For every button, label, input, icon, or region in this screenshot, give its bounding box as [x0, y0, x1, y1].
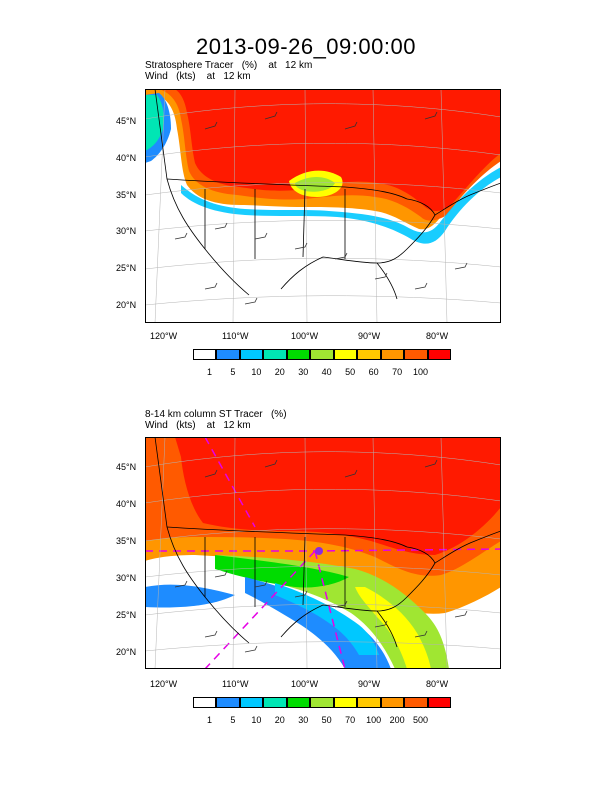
panel2-colorbar-label: 200 [389, 715, 405, 725]
page-title: 2013-09-26_09:00:00 [196, 34, 416, 59]
colorbar-swatch [286, 349, 311, 360]
panel2-lon-label-90: 90°W [358, 679, 381, 689]
colorbar-swatch [193, 349, 217, 360]
colorbar-swatch [263, 697, 287, 708]
panel2-colorbar [193, 697, 451, 708]
panel2-colorbar-label: 500 [412, 715, 429, 725]
panel1-lon-label-90: 90°W [358, 331, 381, 341]
panel2-lat-label-30: 30°N [116, 573, 137, 583]
panel1-lat-label-40: 40°N [116, 153, 137, 163]
panel2-colorbar-swatches [193, 697, 451, 708]
colorbar-swatch [310, 349, 334, 360]
colorbar-swatch [380, 349, 405, 360]
colorbar-swatch [380, 697, 405, 708]
panel2-colorbar-label: 100 [366, 715, 382, 725]
colorbar-swatch [193, 697, 217, 708]
colorbar-swatch [357, 697, 381, 708]
colorbar-swatch [333, 697, 358, 708]
panel2-lat-label-35: 35°N [116, 536, 137, 546]
panel1-lat-label-35: 35°N [116, 190, 137, 200]
panel1-lon-label-80: 80°W [426, 331, 449, 341]
panel2-lat-label-25: 25°N [116, 610, 137, 620]
colorbar-swatch [216, 697, 240, 708]
panel1-lon-label-120: 120°W [150, 331, 178, 341]
colorbar-swatch [216, 349, 240, 360]
panel2-colorbar-labels: 1 5 10 20 30 50 70 100 200 500 [193, 715, 451, 727]
panel2-lon-label-120: 120°W [150, 679, 178, 689]
panel1-colorbar-label: 50 [345, 367, 356, 377]
panel1-colorbar [193, 349, 451, 360]
stratosphere-tracer-map [145, 89, 501, 323]
panel2-lon-label-110: 110°W [222, 679, 249, 689]
panel1-lat-label-20: 20°N [116, 300, 137, 310]
panel2-lat-label-40: 40°N [116, 499, 137, 509]
panel1-subtitle-wind: Wind (kts) at 12 km [145, 71, 251, 82]
panel2-colorbar-label: 30 [298, 715, 309, 725]
panel2-colorbar-label: 70 [345, 715, 356, 725]
column-st-tracer-map [145, 437, 501, 669]
panel1-colorbar-swatches [193, 349, 451, 360]
panel1-colorbar-label: 10 [251, 367, 262, 377]
panel2-colorbar-label: 5 [230, 715, 236, 725]
colorbar-swatch [239, 697, 264, 708]
panel1-colorbar-labels: 1 5 10 20 30 40 50 60 70 100 [193, 367, 451, 379]
colorbar-swatch [310, 697, 334, 708]
panel1-lon-label-100: 100°W [291, 331, 319, 341]
panel2-subtitle-tracer: 8-14 km column ST Tracer (%) [145, 409, 287, 420]
panel1-subtitle-tracer: Stratosphere Tracer (%) at 12 km [145, 60, 313, 71]
panel1-colorbar-label: 40 [321, 367, 332, 377]
panel2-lat-label-45: 45°N [116, 462, 137, 472]
panel1-colorbar-label: 30 [298, 367, 309, 377]
colorbar-swatch [427, 349, 451, 360]
panel2-lat-label-20: 20°N [116, 647, 137, 657]
panel1-lat-label-25: 25°N [116, 263, 137, 273]
colorbar-swatch [333, 349, 358, 360]
colorbar-swatch [404, 697, 428, 708]
panel2-colorbar-label: 10 [251, 715, 262, 725]
panel1-lon-label-110: 110°W [222, 331, 249, 341]
colorbar-swatch [286, 697, 311, 708]
panel1-colorbar-label: 5 [230, 367, 236, 377]
colorbar-swatch [427, 697, 451, 708]
panel2-colorbar-label: 50 [321, 715, 332, 725]
panel2-colorbar-label: 20 [274, 715, 285, 725]
panel2-subtitle-wind: Wind (kts) at 12 km [145, 420, 251, 431]
panel2-lon-label-80: 80°W [426, 679, 449, 689]
panel2-colorbar-label: 1 [206, 715, 213, 725]
panel1-colorbar-label: 100 [412, 367, 429, 377]
panel1-colorbar-label: 60 [368, 367, 379, 377]
panel2-lon-label-100: 100°W [291, 679, 319, 689]
panel1-colorbar-label: 1 [206, 367, 213, 377]
colorbar-swatch [404, 349, 428, 360]
panel1-lat-label-45: 45°N [116, 116, 137, 126]
panel1-colorbar-label: 20 [274, 367, 285, 377]
panel1-colorbar-label: 70 [392, 367, 403, 377]
colorbar-swatch [239, 349, 264, 360]
panel1-lat-label-30: 30°N [116, 226, 137, 236]
colorbar-swatch [357, 349, 381, 360]
colorbar-swatch [263, 349, 287, 360]
